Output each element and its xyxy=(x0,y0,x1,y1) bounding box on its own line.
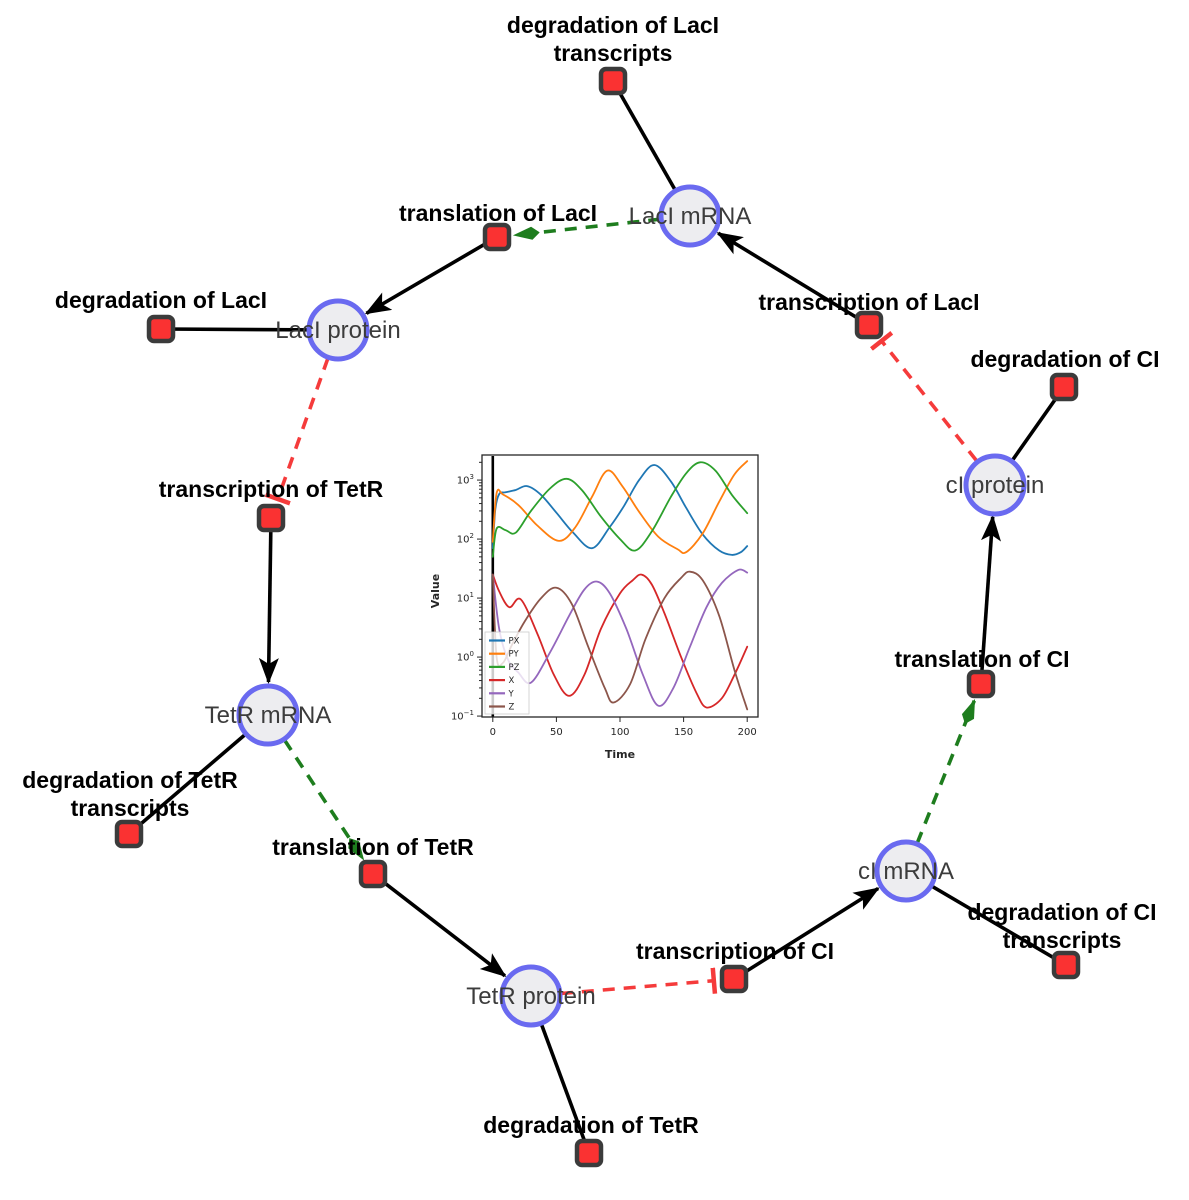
y-axis-label: Value xyxy=(429,574,442,608)
label-degradation-ci-transcripts-line2: transcripts xyxy=(1003,927,1122,953)
y-tick-label: 10−1 xyxy=(451,709,474,723)
label-tetr-protein: TetR protein xyxy=(466,983,595,1010)
edge-translation-ci-to-protein xyxy=(979,514,1001,685)
label-degradation-laci-transcripts-line2: transcripts xyxy=(554,40,673,66)
label-ci-protein: cI protein xyxy=(946,472,1045,499)
edge-translation-tetr-to-protein xyxy=(371,872,507,978)
center-chart: 103 102 101 100 10−1 0 50 100 150 200 PX PY PZ XYZ Ti… xyxy=(429,454,759,761)
reaction-node-translation-tetr xyxy=(358,859,388,889)
x-tick-label: 50 xyxy=(550,727,563,738)
edges-layer xyxy=(127,80,1067,1154)
edge-transcription-tetr-to-mrna xyxy=(258,517,279,684)
reaction-node-degradation-tetr xyxy=(574,1138,604,1168)
reaction-node-degradation-tetr-transcripts xyxy=(114,819,144,849)
edge-transcription-ci-to-mrna xyxy=(733,886,880,981)
series-PY xyxy=(491,460,749,555)
legend-label-PZ: PZ xyxy=(509,663,520,673)
chart-frame xyxy=(481,454,759,718)
labels-layer: degradation of LacI transcripts translat… xyxy=(22,12,1159,1138)
species-node-tetr-mrna xyxy=(236,683,300,747)
label-translation-laci: translation of LacI xyxy=(399,200,597,226)
edge-laci-mrna-activates-translation xyxy=(512,217,661,240)
x-tick-label: 0 xyxy=(490,727,496,738)
y-tick-label: 103 xyxy=(457,473,474,487)
x-axis-label: Time xyxy=(605,748,635,761)
species-node-ci-mrna xyxy=(874,839,938,903)
label-transcription-tetr: transcription of TetR xyxy=(159,476,384,502)
reaction-node-transcription-tetr xyxy=(256,503,286,533)
edge-laci-protein-inhibits-transcription-tetr xyxy=(264,357,330,506)
legend-label-PX: PX xyxy=(509,637,520,647)
species-node-laci-protein xyxy=(306,298,370,362)
label-degradation-tetr: degradation of TetR xyxy=(483,1112,699,1138)
legend-label-PY: PY xyxy=(509,650,520,660)
reaction-node-degradation-ci xyxy=(1049,372,1079,402)
reaction-node-translation-laci xyxy=(482,222,512,252)
label-degradation-tetr-transcripts-line1: degradation of TetR xyxy=(22,767,238,793)
legend-label-Z: Z xyxy=(509,703,515,713)
y-tick-label: 102 xyxy=(457,532,474,546)
label-ci-mrna: cI mRNA xyxy=(858,858,954,885)
reaction-node-transcription-ci xyxy=(719,964,749,994)
label-transcription-laci: transcription of LacI xyxy=(758,289,979,315)
legend: PX PY PZ XYZ xyxy=(484,631,530,715)
legend-label-X: X xyxy=(509,676,515,686)
nodes-layer xyxy=(114,66,1081,1168)
reaction-node-transcription-laci xyxy=(854,310,884,340)
label-translation-tetr: translation of TetR xyxy=(272,834,474,860)
y-tick-label: 100 xyxy=(457,650,474,664)
label-tetr-mrna: TetR mRNA xyxy=(205,702,332,729)
label-degradation-ci: degradation of CI xyxy=(970,346,1159,372)
edge-tetr-protein-inhibits-transcription-ci xyxy=(560,967,718,996)
reaction-node-degradation-ci-transcripts xyxy=(1051,950,1081,980)
reaction-node-degradation-laci xyxy=(146,314,176,344)
legend-box xyxy=(484,631,530,715)
legend-label-Y: Y xyxy=(508,689,515,699)
reaction-node-translation-ci xyxy=(966,669,996,699)
label-laci-mrna: LacI mRNA xyxy=(629,203,752,230)
label-degradation-tetr-transcripts-line2: transcripts xyxy=(71,795,190,821)
label-degradation-laci: degradation of LacI xyxy=(55,287,267,313)
label-degradation-laci-transcripts-line1: degradation of LacI xyxy=(507,12,719,38)
edge-ci-mrna-activates-translation xyxy=(915,698,976,844)
edge-ci-protein-inhibits-transcription-laci xyxy=(869,331,978,462)
label-translation-ci: translation of CI xyxy=(894,646,1069,672)
label-laci-protein: LacI protein xyxy=(275,317,400,344)
label-transcription-ci: transcription of CI xyxy=(636,938,834,964)
edge-translation-laci-to-protein xyxy=(364,235,498,315)
edge-tetr-mrna-activates-translation xyxy=(282,739,365,861)
species-node-ci-protein xyxy=(963,453,1027,517)
species-node-laci-mrna xyxy=(658,184,722,248)
series-PZ xyxy=(491,461,749,558)
x-tick-label: 100 xyxy=(610,727,629,738)
label-degradation-ci-transcripts-line1: degradation of CI xyxy=(967,899,1156,925)
edge-transcription-laci-to-mrna xyxy=(716,231,870,327)
reaction-node-degradation-laci-transcripts xyxy=(598,66,628,96)
x-tick-label: 150 xyxy=(674,727,693,738)
y-tick-label: 101 xyxy=(457,591,474,605)
species-node-tetr-protein xyxy=(499,964,563,1028)
x-tick-label: 200 xyxy=(738,727,757,738)
series-X xyxy=(491,573,749,709)
